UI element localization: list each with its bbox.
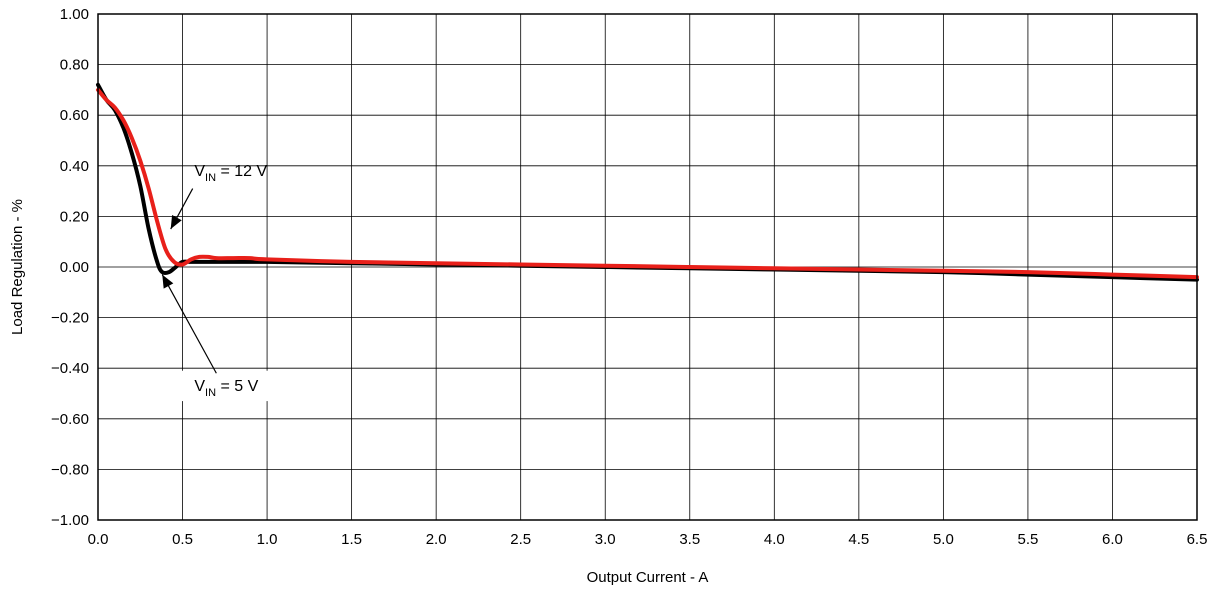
x-tick-labels: 0.0 0.5 1.0 1.5 2.0 2.5 3.0 3.5 4.0 4.5 5.0 5.5 6.0 6… [88,531,1208,548]
y-tick-label: 1.00 [60,6,89,23]
series-line-2 [96,87,1199,280]
plot-frame [97,13,1198,521]
y-tick-labels: −1.00 −0.80 −0.60 −0.40 −0.20 0.00 0.20 0.40 0.6… [51,6,89,529]
x-tick-label: 2.0 [426,531,447,548]
x-axis-title: Output Current - A [587,569,709,586]
x-tick-label: 1.0 [257,531,278,548]
x-tick-label: 1.5 [341,531,362,548]
annotation-2: VIN = 5 V [161,274,301,402]
x-tick-label: 0.5 [172,531,193,548]
annotation-arrow-line [161,274,217,374]
annotation-1: VIN = 12 V [170,163,268,230]
x-tick-label: 4.5 [848,531,869,548]
series-layer [96,82,1199,282]
y-tick-label: 0.00 [60,259,89,276]
x-tick-label: 5.5 [1017,531,1038,548]
y-tick-label: −1.00 [51,512,89,529]
x-tick-label: 4.0 [764,531,785,548]
y-tick-label: −0.40 [51,360,89,377]
annotation-arrowhead [170,215,182,230]
x-tick-label: 0.0 [88,531,109,548]
x-tick-label: 3.0 [595,531,616,548]
annotation-backdrop [180,370,301,402]
annotation-layer: VIN = 12 V VIN = 5 V [161,163,301,402]
y-tick-label: 0.80 [60,57,89,74]
x-tick-label: 6.0 [1102,531,1123,548]
annotation-label: VIN = 12 V [194,163,267,184]
series-line-1 [96,82,1199,282]
x-tick-label: 6.5 [1187,531,1208,548]
y-axis-title: Load Regulation - % [9,199,26,335]
y-tick-label: 0.40 [60,158,89,175]
x-tick-label: 5.0 [933,531,954,548]
y-tick-label: −0.80 [51,461,89,478]
annotation-label: VIN = 5 V [194,378,258,399]
y-tick-label: −0.60 [51,411,89,428]
y-tick-label: 0.60 [60,107,89,124]
x-tick-label: 3.5 [679,531,700,548]
y-tick-label: 0.20 [60,208,89,225]
x-tick-label: 2.5 [510,531,531,548]
annotation-arrowhead [162,274,174,289]
y-tick-label: −0.20 [51,310,89,327]
